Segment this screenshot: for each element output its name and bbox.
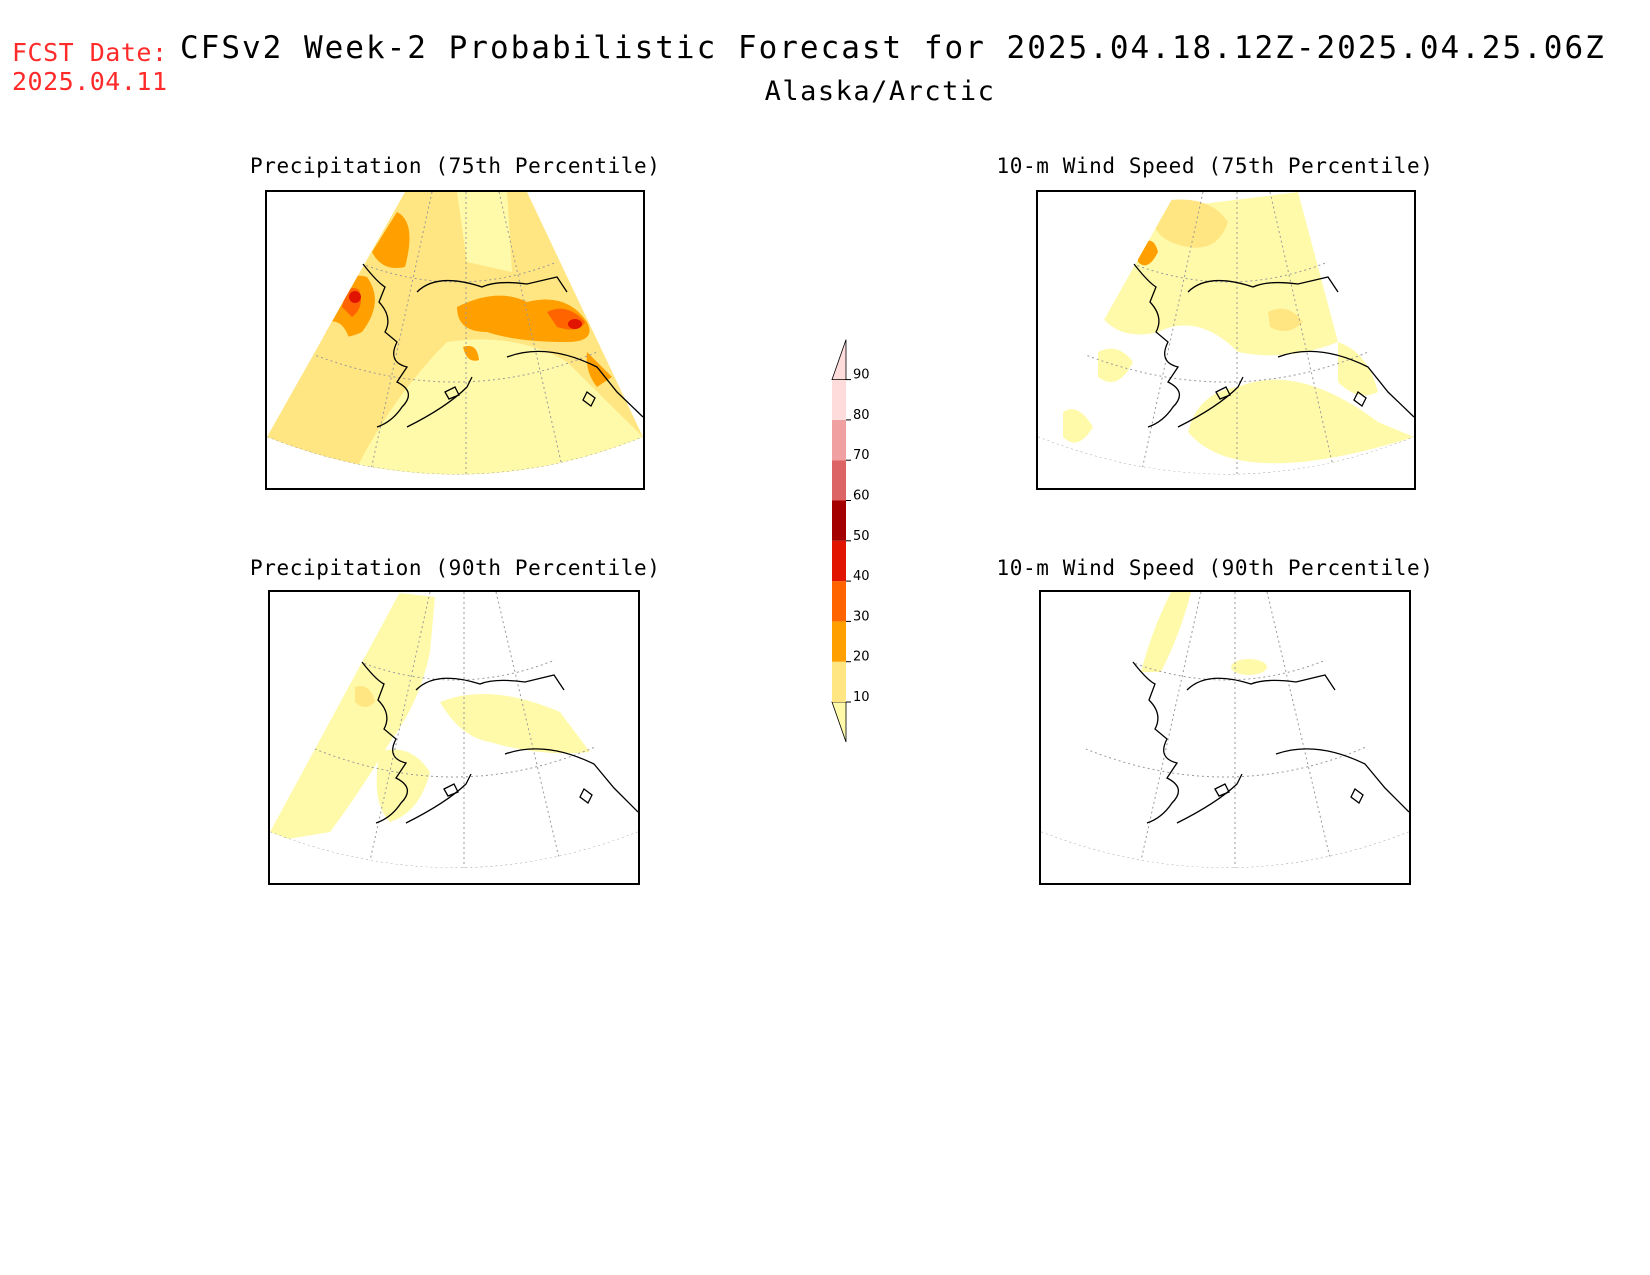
wind-75-graticule	[1038, 192, 1414, 475]
map-wind-75	[1038, 192, 1414, 475]
precip-75-core-nw	[349, 291, 361, 303]
legend-colorbar: 10 20 30 40 50 60 70 80 90	[831, 339, 870, 743]
legend-swatch	[832, 379, 846, 420]
wind-75-coastline	[1133, 263, 1414, 428]
legend-label: 30	[853, 609, 870, 624]
legend-swatch	[832, 581, 846, 622]
precip-90-graticule	[270, 592, 638, 868]
color-legend: 10 20 30 40 50 60 70 80 90	[820, 330, 910, 750]
legend-swatch	[832, 661, 846, 702]
forecast-date-label: FCST Date: 2025.04.11	[12, 38, 168, 96]
wind-90-coastline	[1132, 661, 1409, 824]
precip-75-orange-west	[372, 212, 410, 268]
region-subtitle: Alaska/Arctic	[764, 76, 996, 107]
fcst-date: 2025.04.11	[12, 67, 168, 96]
wind-75-north-moderate	[1153, 199, 1228, 248]
wind-75-southwest-shading	[1063, 409, 1093, 443]
wind-75-southeast-shading	[1338, 342, 1378, 396]
precip-75-coastline	[362, 263, 643, 428]
precip-75-west-yellow	[322, 321, 352, 356]
fcst-label: FCST Date:	[12, 38, 168, 67]
precip-75-south-low-shading	[347, 339, 643, 475]
legend-label: 50	[853, 529, 870, 544]
precip-75-orange-spot	[463, 345, 479, 361]
legend-label: 60	[853, 489, 870, 504]
wind-75-interior-moderate	[1268, 308, 1303, 331]
panel-title-wind-90: 10-m Wind Speed (90th Percentile)	[996, 556, 1434, 580]
precip-75-graticule	[267, 192, 643, 475]
precip-90-moderate-spot	[355, 686, 375, 707]
precip-90-west-shading	[270, 592, 435, 842]
precip-75-core-east	[568, 319, 582, 329]
legend-swatch	[832, 540, 846, 582]
wind-90-northwest-shading	[1141, 592, 1191, 672]
precip-90-southwest-shading	[376, 749, 430, 822]
legend-swatch	[832, 419, 846, 461]
wind-90-graticule	[1041, 592, 1409, 868]
legend-swatch	[832, 460, 846, 501]
panel-title-wind-75: 10-m Wind Speed (75th Percentile)	[996, 154, 1434, 178]
map-precip-75	[267, 192, 643, 475]
legend-swatch	[832, 500, 846, 541]
map-panel-precip-75	[265, 190, 645, 490]
main-title: CFSv2 Week-2 Probabilistic Forecast for …	[180, 30, 1606, 66]
map-panel-wind-75	[1036, 190, 1416, 490]
legend-label: 40	[853, 569, 870, 584]
legend-label: 10	[853, 690, 870, 705]
precip-75-orange-interior	[457, 295, 590, 342]
precip-75-north-low-shading	[457, 192, 512, 272]
precip-90-coastline	[361, 661, 638, 824]
panel-title-precip-90: Precipitation (90th Percentile)	[250, 556, 661, 580]
wind-90-interior-shading	[1231, 659, 1267, 675]
map-panel-precip-90	[268, 590, 640, 885]
legend-label: 90	[853, 368, 870, 383]
legend-label: 20	[853, 650, 870, 665]
legend-arrow-high	[831, 339, 847, 380]
legend-label: 70	[853, 448, 870, 463]
map-wind-90	[1041, 592, 1409, 868]
wind-75-west-shading	[1098, 348, 1133, 382]
map-panel-wind-90	[1039, 590, 1411, 885]
legend-label: 80	[853, 408, 870, 423]
wind-90-base	[1041, 592, 1409, 868]
panel-title-precip-75: Precipitation (75th Percentile)	[250, 154, 661, 178]
wind-75-south-shading	[1188, 379, 1414, 464]
precip-90-interior-shading	[440, 694, 590, 754]
map-precip-90	[270, 592, 638, 868]
legend-arrow-low	[831, 701, 847, 743]
legend-swatch	[832, 621, 846, 662]
